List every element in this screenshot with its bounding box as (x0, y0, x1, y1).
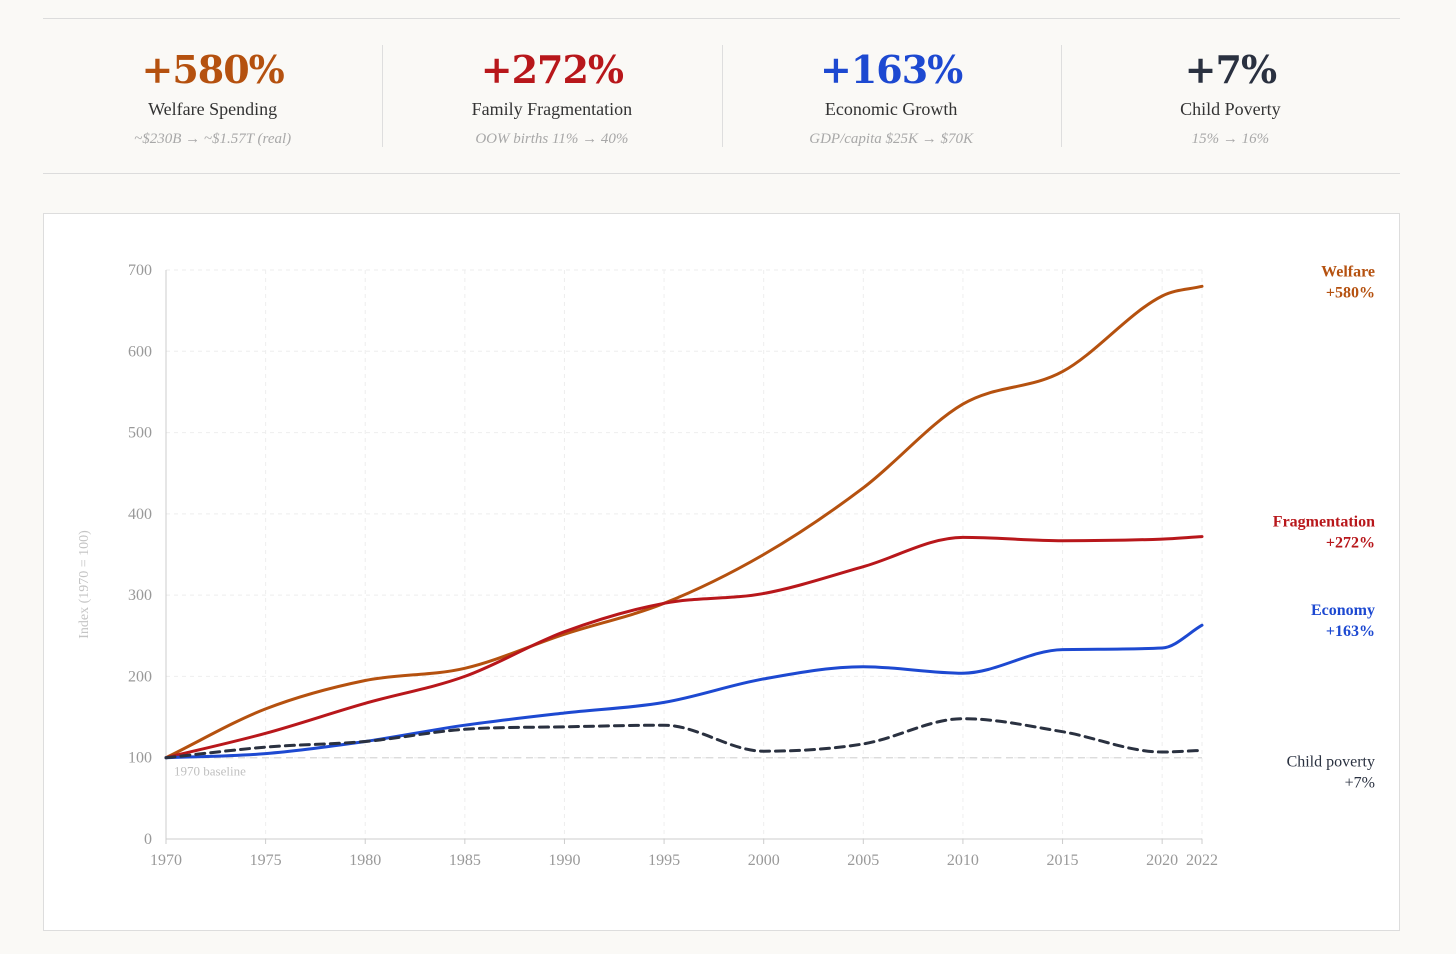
y-tick-label: 0 (144, 831, 152, 848)
x-tick-label: 1970 (150, 852, 182, 869)
x-tick-label: 2015 (1047, 852, 1079, 869)
x-tick-label: 2020 (1146, 852, 1178, 869)
series-label-fragmentation: Fragmentation (1273, 514, 1375, 531)
series-change-economy: +163% (1326, 623, 1375, 640)
stat-note: OOW births 11% → 40% (475, 131, 629, 147)
stat-label: Welfare Spending (148, 99, 278, 119)
bottom-rule (43, 173, 1400, 174)
x-tick-label: 2000 (748, 852, 780, 869)
stat-note: GDP/capita $25K → $70K (809, 131, 973, 147)
series-line-welfare (164, 284, 1204, 760)
series-change-welfare: +580% (1326, 284, 1375, 301)
stat-note: 15% → 16% (1191, 131, 1270, 147)
stats-bar: +580% Welfare Spending ~$230B → ~$1.57T … (43, 45, 1400, 147)
series-label-child-poverty: Child poverty (1287, 753, 1375, 770)
series-line-fragmentation (164, 535, 1204, 760)
x-tick-label: 1980 (349, 852, 381, 869)
stat-label: Family Fragmentation (471, 99, 633, 119)
x-tick-label: 2022 (1186, 852, 1218, 869)
top-rule (43, 18, 1400, 19)
series-line-economy (164, 623, 1204, 760)
x-tick-label: 1995 (648, 852, 680, 869)
stat-economy: +163% Economic Growth GDP/capita $25K → … (721, 45, 1061, 147)
y-tick-label: 500 (128, 425, 152, 442)
stat-label: Child Poverty (1180, 99, 1281, 119)
x-tick-label: 1985 (449, 852, 481, 869)
series-change-child-poverty: +7% (1345, 774, 1375, 791)
y-tick-label: 700 (128, 262, 152, 279)
stat-value: +580% (141, 47, 284, 92)
line-chart: 1970 baseline 1970 1975 1980 1985 1990 1995 200… (77, 262, 1375, 869)
x-tick-label: 1975 (250, 852, 282, 869)
stat-fragmentation: +272% Family Fragmentation OOW births 11… (382, 45, 721, 147)
y-tick-label: 200 (128, 668, 152, 685)
stat-value: +272% (480, 47, 624, 92)
y-tick-label: 400 (128, 506, 152, 523)
chart-panel: 1970 baseline 1970 1975 1980 1985 1990 1995 200… (43, 213, 1400, 931)
stat-child-poverty: +7% Child Poverty 15% → 16% (1060, 45, 1400, 147)
baseline-label: 1970 baseline (174, 764, 246, 779)
stat-welfare: +580% Welfare Spending ~$230B → ~$1.57T … (43, 45, 382, 147)
y-tick-label: 600 (128, 343, 152, 360)
stat-value: +163% (819, 47, 963, 92)
x-tick-label: 1990 (548, 852, 580, 869)
series-change-fragmentation: +272% (1326, 535, 1375, 552)
stat-value: +7% (1184, 47, 1277, 92)
stat-note: ~$230B → ~$1.57T (real) (134, 131, 292, 147)
x-tick-label: 2010 (947, 852, 979, 869)
x-tick-label: 2005 (847, 852, 879, 869)
y-tick-label: 300 (128, 587, 152, 604)
series-label-economy: Economy (1311, 602, 1375, 619)
y-axis-title: Index (1970 = 100) (77, 530, 92, 639)
y-tick-label: 100 (128, 750, 152, 767)
series-label-welfare: Welfare (1321, 263, 1375, 280)
series-line-child-poverty (164, 717, 1204, 760)
stat-label: Economic Growth (824, 99, 958, 119)
